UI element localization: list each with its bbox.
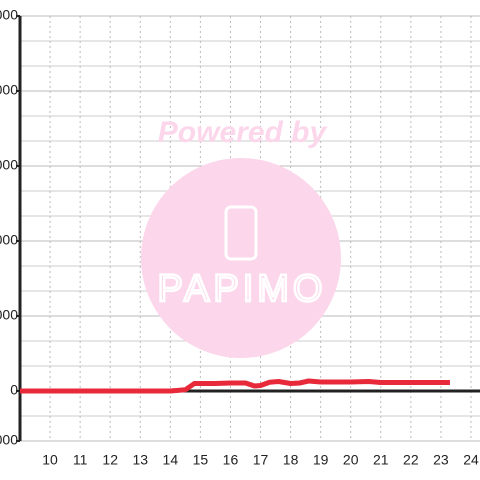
y-tick-label: 0 [10, 382, 18, 398]
x-tick-label: 20 [343, 452, 359, 468]
x-tick-label: 14 [163, 452, 179, 468]
x-tick-label: 23 [433, 452, 449, 468]
line-series [20, 378, 450, 394]
watermark-text: Powered by [158, 116, 328, 149]
y-tick-label: 90,000 [0, 157, 18, 173]
x-tick-label: 12 [102, 452, 118, 468]
y-tick-label: 150,000 [0, 7, 18, 23]
x-tick-label: 17 [253, 452, 269, 468]
y-tick-label: 120,000 [0, 82, 18, 98]
watermark-text: PAPIMO [158, 268, 327, 310]
watermark-phone [224, 205, 258, 261]
x-tick-label: 10 [42, 452, 58, 468]
y-tick-label: 60,000 [0, 232, 18, 248]
x-tick-label: 13 [132, 452, 148, 468]
y-tick-label: 30,000 [0, 307, 18, 323]
x-tick-label: 19 [313, 452, 329, 468]
x-tick-label: 16 [223, 452, 239, 468]
x-tick-label: 22 [403, 452, 419, 468]
x-tick-label: 24 [463, 452, 479, 468]
x-tick-label: 15 [193, 452, 209, 468]
x-tick-label: 11 [73, 452, 88, 468]
x-tick-label: 21 [373, 452, 389, 468]
y-tick-label: -20,000 [0, 432, 18, 448]
x-tick-label: 18 [283, 452, 299, 468]
